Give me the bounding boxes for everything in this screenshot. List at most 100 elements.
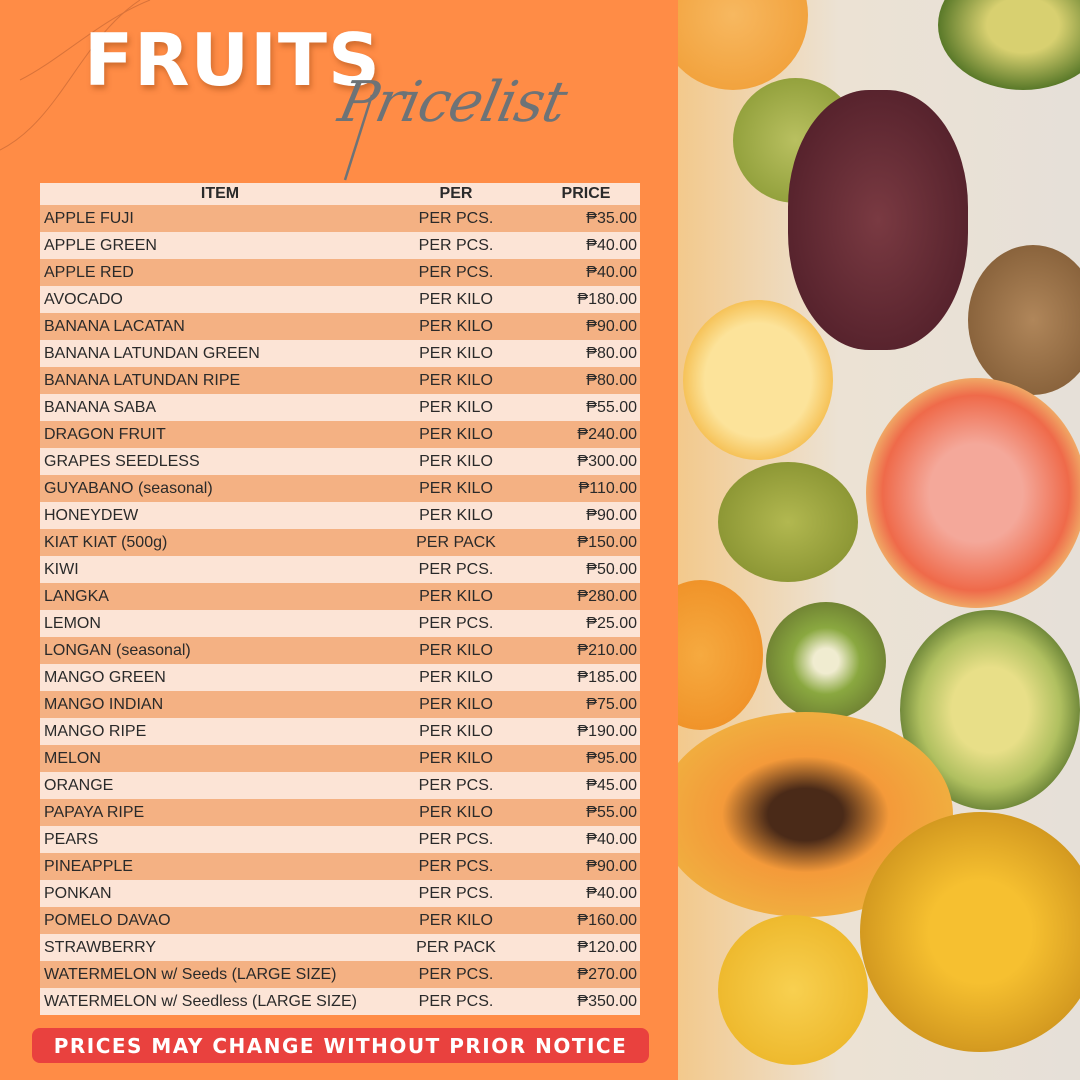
lime-image-2	[718, 462, 858, 582]
cell-per: PER KILO	[419, 344, 493, 362]
cell-item: WATERMELON w/ Seedless (LARGE SIZE)	[44, 992, 357, 1010]
cell-per: PER KILO	[419, 668, 493, 686]
lemon-image	[683, 300, 833, 460]
cell-per: PER KILO	[419, 479, 493, 497]
cell-price: ₱40.00	[586, 884, 637, 902]
cell-price: ₱35.00	[586, 209, 637, 227]
avocado-image	[938, 0, 1080, 90]
table-row: BANANA LATUNDAN RIPE PER KILO ₱80.00	[40, 367, 640, 394]
cell-per: PER PCS.	[418, 263, 494, 281]
cell-price: ₱350.00	[577, 992, 637, 1010]
table-row: APPLE GREEN PER PCS. ₱40.00	[40, 232, 640, 259]
decorative-curves	[0, 0, 374, 181]
cell-price: ₱150.00	[577, 533, 637, 551]
page-title: FRUITS	[84, 18, 381, 102]
table-row: GUYABANO (seasonal) PER KILO ₱110.00	[40, 475, 640, 502]
cell-price: ₱40.00	[586, 236, 637, 254]
mango-image	[860, 812, 1080, 1052]
cell-per: PER KILO	[419, 506, 493, 524]
table-row: APPLE RED PER PCS. ₱40.00	[40, 259, 640, 286]
grapefruit-image	[866, 378, 1080, 608]
table-row: AVOCADO PER KILO ₱180.00	[40, 286, 640, 313]
cell-item: DRAGON FRUIT	[44, 425, 166, 443]
table-row: POMELO DAVAO PER KILO ₱160.00	[40, 907, 640, 934]
cell-item: ORANGE	[44, 776, 114, 794]
cell-item: PEARS	[44, 830, 99, 848]
cell-per: PER KILO	[419, 587, 493, 605]
cell-item: PINEAPPLE	[44, 857, 133, 875]
table-row: WATERMELON w/ Seeds (LARGE SIZE) PER PCS.…	[40, 961, 640, 988]
cell-price: ₱185.00	[577, 668, 637, 686]
cell-per: PER PCS.	[418, 884, 494, 902]
cell-per: PER KILO	[419, 749, 493, 767]
orange-image	[678, 580, 763, 730]
table-header: ITEM PER PRICE	[40, 183, 640, 205]
kiwi-slice-image	[766, 602, 886, 720]
table-row: WATERMELON w/ Seedless (LARGE SIZE) PER P…	[40, 988, 640, 1015]
cell-item: STRAWBERRY	[44, 938, 157, 956]
table-row: LANGKA PER KILO ₱280.00	[40, 583, 640, 610]
cell-per: PER PACK	[416, 938, 496, 956]
table-row: BANANA SABA PER KILO ₱55.00	[40, 394, 640, 421]
cell-item: BANANA SABA	[44, 398, 157, 416]
cell-item: WATERMELON w/ Seeds (LARGE SIZE)	[44, 965, 337, 983]
table-row: STRAWBERRY PER PACK ₱120.00	[40, 934, 640, 961]
table-row: BANANA LATUNDAN GREEN PER KILO ₱80.00	[40, 340, 640, 367]
table-row: BANANA LACATAN PER KILO ₱90.00	[40, 313, 640, 340]
cell-item: BANANA LACATAN	[44, 317, 185, 335]
table-row: PINEAPPLE PER PCS. ₱90.00	[40, 853, 640, 880]
cell-item: KIWI	[44, 560, 79, 578]
cell-per: PER KILO	[419, 695, 493, 713]
cell-item: MANGO RIPE	[44, 722, 147, 740]
cell-item: KIAT KIAT (500g)	[44, 533, 168, 551]
cell-price: ₱90.00	[586, 506, 637, 524]
cell-price: ₱120.00	[577, 938, 637, 956]
cell-price: ₱280.00	[577, 587, 637, 605]
cell-per: PER KILO	[419, 290, 493, 308]
cell-item: APPLE FUJI	[44, 209, 134, 227]
page-subtitle: Pricelist	[333, 70, 572, 135]
table-row: MELON PER KILO ₱95.00	[40, 745, 640, 772]
cell-price: ₱40.00	[586, 830, 637, 848]
cell-price: ₱75.00	[586, 695, 637, 713]
cell-item: POMELO DAVAO	[44, 911, 171, 929]
table-row: KIWI PER PCS. ₱50.00	[40, 556, 640, 583]
cell-item: LEMON	[44, 614, 101, 632]
cell-item: BANANA LATUNDAN RIPE	[44, 371, 241, 389]
cell-item: GUYABANO (seasonal)	[44, 479, 213, 497]
cell-price: ₱270.00	[577, 965, 637, 983]
cell-item: APPLE RED	[44, 263, 134, 281]
cell-price: ₱300.00	[577, 452, 637, 470]
fruits-photo	[678, 0, 1080, 1080]
grapes-image	[788, 90, 968, 350]
cell-price: ₱45.00	[586, 776, 637, 794]
cell-per: PER PCS.	[418, 209, 494, 227]
cell-price: ₱95.00	[586, 749, 637, 767]
cell-per: PER KILO	[419, 641, 493, 659]
cell-item: BANANA LATUNDAN GREEN	[44, 344, 260, 362]
orange-slice-image	[678, 0, 808, 90]
pricelist-panel: FRUITS Pricelist ITEM PER PRICE APPLE FU…	[0, 0, 649, 1063]
cell-price: ₱210.00	[577, 641, 637, 659]
table-row: HONEYDEW PER KILO ₱90.00	[40, 502, 640, 529]
table-row: LONGAN (seasonal) PER KILO ₱210.00	[40, 637, 640, 664]
table-row: PAPAYA RIPE PER KILO ₱55.00	[40, 799, 640, 826]
cell-price: ₱80.00	[586, 344, 637, 362]
cell-per: PER PCS.	[418, 614, 494, 632]
table-row: DRAGON FRUIT PER KILO ₱240.00	[40, 421, 640, 448]
table-row: PONKAN PER PCS. ₱40.00	[40, 880, 640, 907]
cell-item: LANGKA	[44, 587, 109, 605]
cell-per: PER KILO	[419, 425, 493, 443]
cell-per: PER PCS.	[418, 965, 494, 983]
cell-price: ₱240.00	[577, 425, 637, 443]
cell-item: LONGAN (seasonal)	[44, 641, 191, 659]
price-notice-banner: PRICES MAY CHANGE WITHOUT PRIOR NOTICE	[32, 1028, 649, 1063]
table-row: ORANGE PER PCS. ₱45.00	[40, 772, 640, 799]
cell-item: PAPAYA RIPE	[44, 803, 145, 821]
cell-item: MANGO GREEN	[44, 668, 166, 686]
column-header-item: ITEM	[200, 185, 240, 202]
table-row: GRAPES SEEDLESS PER KILO ₱300.00	[40, 448, 640, 475]
table-row: LEMON PER PCS. ₱25.00	[40, 610, 640, 637]
cell-per: PER PCS.	[418, 236, 494, 254]
table-row: KIAT KIAT (500g) PER PACK ₱150.00	[40, 529, 640, 556]
